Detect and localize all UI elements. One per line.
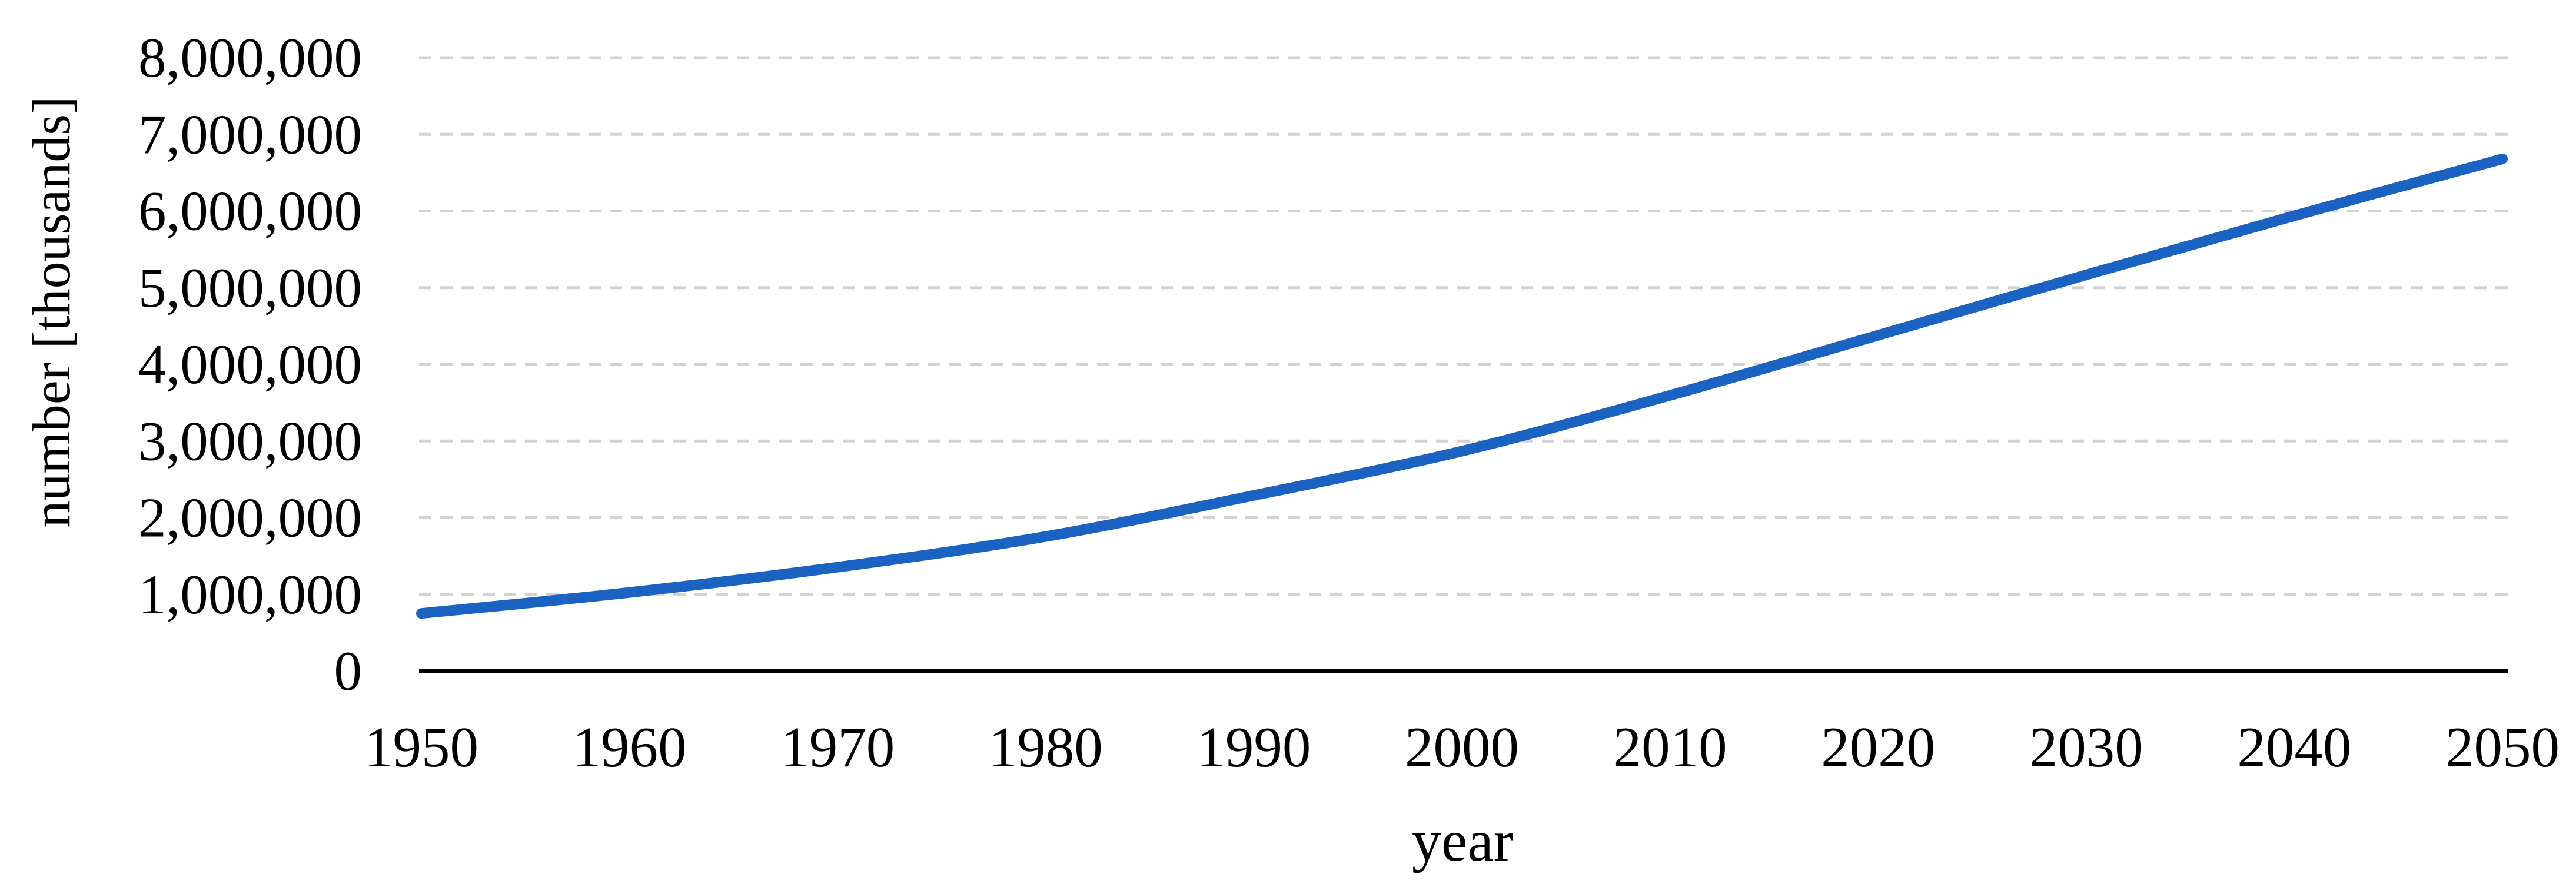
y-tick-label: 5,000,000 — [138, 257, 362, 319]
y-gridlines — [419, 56, 2508, 596]
x-tick-label: 2040 — [2237, 716, 2351, 779]
y-tick-label: 7,000,000 — [138, 103, 362, 165]
series-line — [416, 153, 2508, 619]
x-tick-label: 2030 — [2029, 716, 2143, 779]
series-line-group — [416, 153, 2508, 619]
y-tick-label: 8,000,000 — [138, 26, 362, 89]
x-tick-label: 2010 — [1613, 716, 1727, 779]
y-tick-label: 4,000,000 — [138, 333, 362, 396]
x-axis-title: year — [1412, 808, 1513, 873]
y-tick-label: 1,000,000 — [138, 563, 362, 626]
x-tick-label: 2020 — [1821, 716, 1935, 779]
y-tick-labels: 0 1,000,000 2,000,000 3,000,000 4,000,000 5,0… — [138, 26, 362, 702]
x-tick-label: 1970 — [780, 716, 895, 779]
x-tick-label: 2050 — [2445, 716, 2560, 779]
y-tick-label: 3,000,000 — [138, 410, 362, 472]
x-tick-label: 1950 — [364, 716, 478, 779]
x-tick-label: 1980 — [989, 716, 1103, 779]
y-tick-label: 6,000,000 — [138, 180, 362, 242]
y-tick-label: 0 — [334, 640, 363, 702]
x-tick-labels: 1950 1960 1970 1980 1990 2000 2010 2020 2030 2040… — [364, 716, 2560, 779]
x-tick-label: 1990 — [1196, 716, 1311, 779]
y-tick-label: 2,000,000 — [138, 487, 362, 549]
x-tick-label: 1960 — [573, 716, 687, 779]
y-axis-title: number [thousands] — [21, 96, 81, 527]
x-tick-label: 2000 — [1405, 716, 1519, 779]
